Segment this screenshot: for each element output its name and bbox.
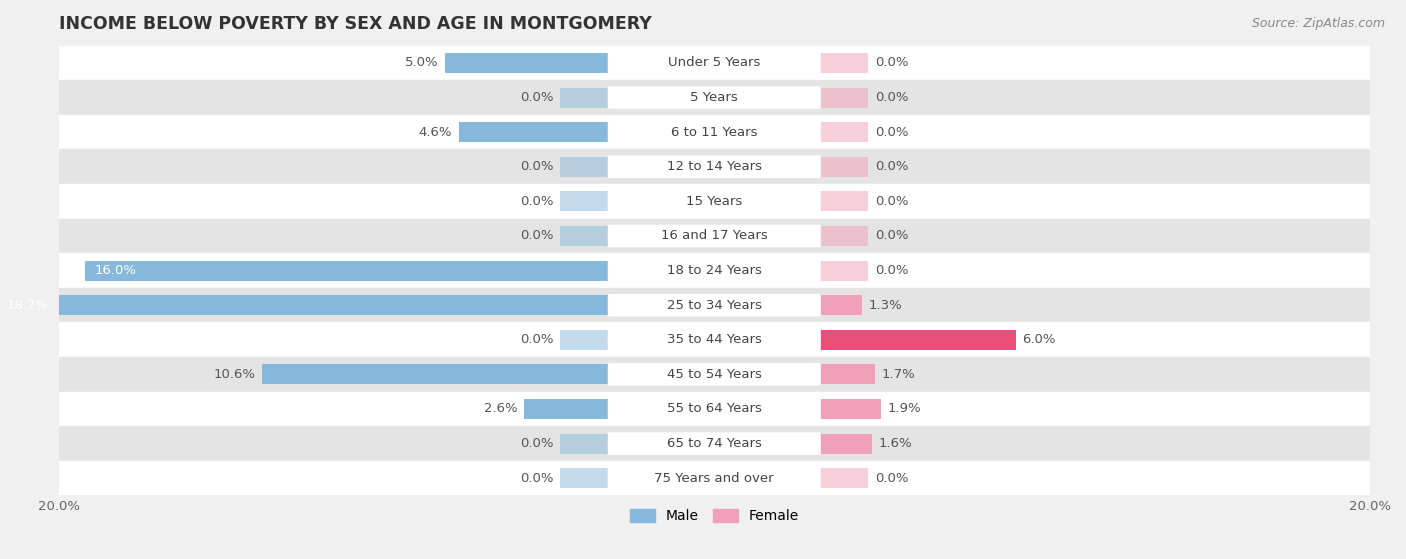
Bar	[820, 364, 875, 385]
Text: 0.0%: 0.0%	[875, 195, 908, 208]
Bar	[59, 46, 1369, 80]
Text: 45 to 54 Years: 45 to 54 Years	[666, 368, 762, 381]
Text: 0.0%: 0.0%	[520, 437, 554, 450]
FancyBboxPatch shape	[607, 190, 821, 212]
Bar	[59, 392, 1369, 427]
Text: INCOME BELOW POVERTY BY SEX AND AGE IN MONTGOMERY: INCOME BELOW POVERTY BY SEX AND AGE IN M…	[59, 15, 651, 33]
Text: 65 to 74 Years: 65 to 74 Years	[666, 437, 762, 450]
Text: 6 to 11 Years: 6 to 11 Years	[671, 126, 758, 139]
Text: 0.0%: 0.0%	[875, 472, 908, 485]
Text: 0.0%: 0.0%	[520, 229, 554, 243]
Bar	[820, 191, 869, 211]
Bar	[59, 427, 1369, 461]
Bar	[820, 122, 869, 142]
Bar	[820, 434, 872, 453]
FancyBboxPatch shape	[607, 363, 821, 386]
Bar	[820, 53, 869, 73]
Bar	[59, 323, 1369, 357]
Text: 0.0%: 0.0%	[875, 264, 908, 277]
Text: 0.0%: 0.0%	[875, 160, 908, 173]
Text: 0.0%: 0.0%	[520, 195, 554, 208]
Bar	[59, 288, 1369, 323]
Text: 0.0%: 0.0%	[520, 333, 554, 346]
Bar	[560, 468, 609, 488]
Bar	[820, 330, 1017, 350]
Bar	[820, 88, 869, 107]
Bar	[560, 88, 609, 107]
Text: Under 5 Years: Under 5 Years	[668, 56, 761, 69]
Text: 5 Years: 5 Years	[690, 91, 738, 104]
Text: 75 Years and over: 75 Years and over	[654, 472, 775, 485]
Text: 16.0%: 16.0%	[94, 264, 136, 277]
FancyBboxPatch shape	[607, 259, 821, 282]
Text: 55 to 64 Years: 55 to 64 Years	[666, 402, 762, 415]
FancyBboxPatch shape	[607, 51, 821, 74]
Text: Source: ZipAtlas.com: Source: ZipAtlas.com	[1251, 17, 1385, 30]
Bar	[59, 253, 1369, 288]
Text: 1.3%: 1.3%	[869, 299, 903, 312]
FancyBboxPatch shape	[607, 121, 821, 144]
FancyBboxPatch shape	[607, 467, 821, 489]
Bar	[560, 434, 609, 453]
Legend: Male, Female: Male, Female	[624, 504, 804, 529]
FancyBboxPatch shape	[607, 155, 821, 178]
FancyBboxPatch shape	[607, 432, 821, 455]
FancyBboxPatch shape	[607, 329, 821, 351]
Bar	[0, 295, 609, 315]
Bar	[560, 157, 609, 177]
Text: 18 to 24 Years: 18 to 24 Years	[666, 264, 762, 277]
Text: 6.0%: 6.0%	[1022, 333, 1056, 346]
Text: 10.6%: 10.6%	[214, 368, 256, 381]
Text: 0.0%: 0.0%	[520, 472, 554, 485]
FancyBboxPatch shape	[607, 86, 821, 109]
Bar	[560, 226, 609, 246]
Text: 18.7%: 18.7%	[6, 299, 48, 312]
Bar	[820, 226, 869, 246]
Bar	[560, 191, 609, 211]
Bar	[820, 295, 862, 315]
Text: 16 and 17 Years: 16 and 17 Years	[661, 229, 768, 243]
Text: 0.0%: 0.0%	[875, 229, 908, 243]
Bar	[820, 157, 869, 177]
Text: 25 to 34 Years: 25 to 34 Years	[666, 299, 762, 312]
Text: 2.6%: 2.6%	[484, 402, 517, 415]
Text: 12 to 14 Years: 12 to 14 Years	[666, 160, 762, 173]
Text: 5.0%: 5.0%	[405, 56, 439, 69]
Bar	[59, 184, 1369, 219]
Bar	[59, 149, 1369, 184]
Bar	[59, 461, 1369, 495]
Text: 0.0%: 0.0%	[520, 91, 554, 104]
Bar	[524, 399, 609, 419]
Bar	[262, 364, 609, 385]
Text: 4.6%: 4.6%	[419, 126, 451, 139]
Text: 15 Years: 15 Years	[686, 195, 742, 208]
FancyBboxPatch shape	[607, 225, 821, 247]
Text: 0.0%: 0.0%	[875, 91, 908, 104]
Text: 1.6%: 1.6%	[879, 437, 912, 450]
Bar	[59, 80, 1369, 115]
Bar	[820, 399, 882, 419]
Bar	[446, 53, 609, 73]
Text: 1.7%: 1.7%	[882, 368, 915, 381]
Bar	[59, 219, 1369, 253]
Text: 0.0%: 0.0%	[520, 160, 554, 173]
Bar	[820, 260, 869, 281]
Bar	[84, 260, 609, 281]
FancyBboxPatch shape	[607, 397, 821, 420]
Bar	[820, 468, 869, 488]
Bar	[458, 122, 609, 142]
Text: 35 to 44 Years: 35 to 44 Years	[666, 333, 762, 346]
Bar	[59, 115, 1369, 149]
FancyBboxPatch shape	[607, 294, 821, 316]
Bar	[560, 330, 609, 350]
Bar	[59, 357, 1369, 392]
Text: 0.0%: 0.0%	[875, 56, 908, 69]
Text: 1.9%: 1.9%	[889, 402, 922, 415]
Text: 0.0%: 0.0%	[875, 126, 908, 139]
